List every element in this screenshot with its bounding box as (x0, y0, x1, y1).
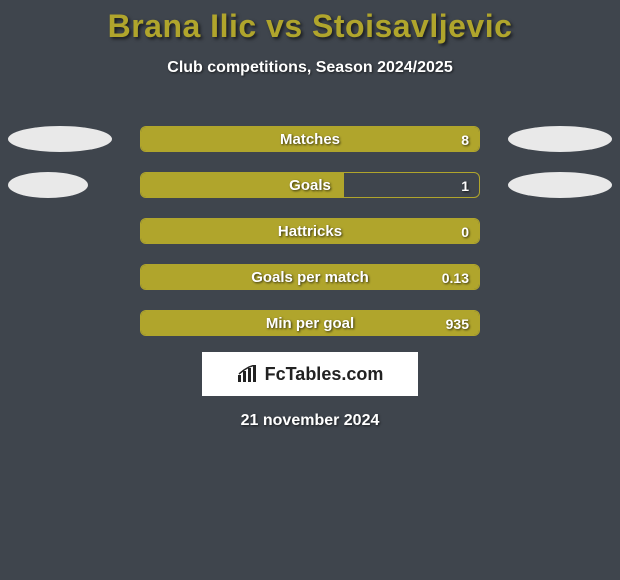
stat-bar-fill (141, 219, 479, 243)
stat-bar-fill (141, 173, 344, 197)
footer-date: 21 november 2024 (0, 412, 620, 430)
right-oval (508, 172, 612, 198)
stat-row: Matches8 (0, 124, 620, 154)
stat-bar: Matches8 (140, 126, 480, 152)
stat-row: Goals per match0.13 (0, 262, 620, 292)
brand-badge: FcTables.com (202, 352, 418, 396)
stat-bar: Min per goal935 (140, 310, 480, 336)
stat-bar: Goals per match0.13 (140, 264, 480, 290)
stat-bar: Goals1 (140, 172, 480, 198)
stat-bar: Hattricks0 (140, 218, 480, 244)
stat-row: Hattricks0 (0, 216, 620, 246)
stat-bar-fill (141, 311, 479, 335)
stat-bar-fill (141, 265, 479, 289)
stat-bar-fill (141, 127, 479, 151)
left-oval (8, 126, 112, 152)
brand-text: FcTables.com (265, 364, 384, 385)
stat-row: Min per goal935 (0, 308, 620, 338)
stat-row: Goals1 (0, 170, 620, 200)
left-oval (8, 172, 88, 198)
subtitle: Club competitions, Season 2024/2025 (0, 59, 620, 77)
comparison-infographic: Brana Ilic vs Stoisavljevic Club competi… (0, 0, 620, 580)
right-oval (508, 126, 612, 152)
page-title: Brana Ilic vs Stoisavljevic (0, 0, 620, 45)
brand-chart-icon (237, 365, 259, 383)
stat-value: 1 (461, 173, 469, 198)
